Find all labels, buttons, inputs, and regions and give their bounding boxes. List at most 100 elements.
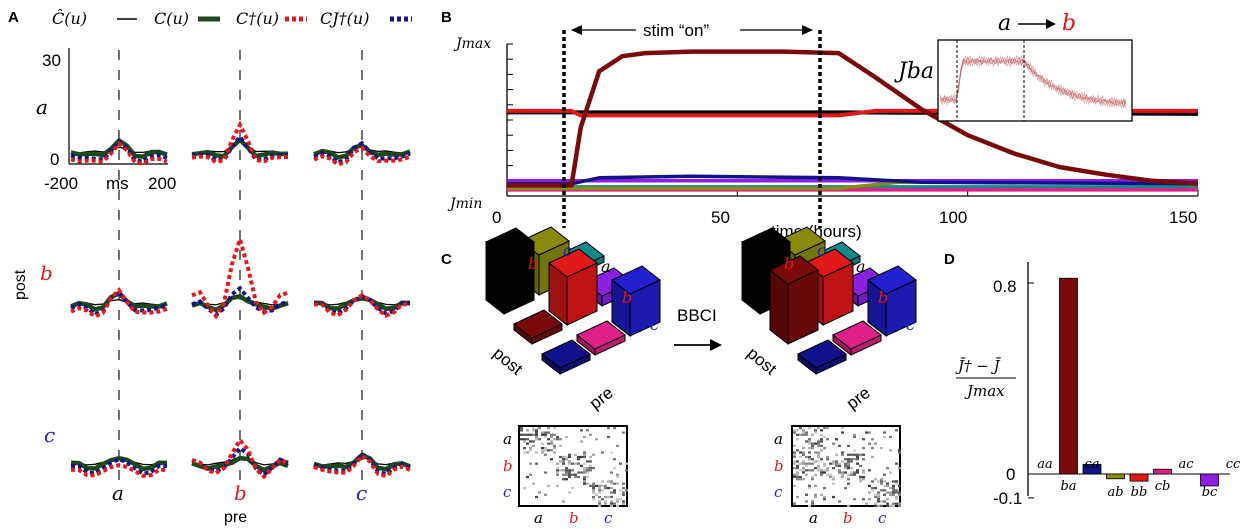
matrix-cell-27-28 bbox=[604, 487, 607, 490]
matrix-cell-10-10 bbox=[550, 449, 553, 452]
matrix-cell-16-4 bbox=[805, 462, 808, 465]
matrix-cell-23-18 bbox=[847, 478, 850, 481]
mat-right-row-a: a bbox=[774, 430, 783, 448]
matrix-cell-6-4 bbox=[532, 440, 535, 443]
matrix-cell-24-30 bbox=[610, 480, 613, 483]
matrix-cell-26-25 bbox=[868, 484, 871, 487]
bbci-arrowhead bbox=[710, 339, 722, 351]
matrix-cell-1-4 bbox=[532, 429, 535, 432]
matrix-cell-10-9 bbox=[820, 449, 823, 452]
matrix-cell-3-9 bbox=[820, 433, 823, 436]
row-label-b: b bbox=[40, 261, 53, 285]
matrix-cell-18-15 bbox=[565, 467, 568, 470]
matrix-cell-0-5 bbox=[808, 427, 811, 430]
matrix-cell-15-7 bbox=[814, 460, 817, 463]
matrix-cell-31-27 bbox=[874, 495, 877, 499]
mat-left-row-c: c bbox=[503, 483, 512, 501]
matrix-cell-3-10 bbox=[550, 433, 553, 436]
matrix-cell-15-19 bbox=[850, 460, 853, 463]
matrix-cell-20-10 bbox=[823, 471, 826, 474]
matrix-cell-20-21 bbox=[856, 471, 859, 474]
c-right-side-b: b bbox=[878, 288, 888, 307]
matrix-cell-20-3 bbox=[802, 471, 805, 474]
stim-arrowhead-left bbox=[571, 25, 582, 35]
matrix-cell-21-32 bbox=[616, 473, 619, 476]
matrix-cell-8-15 bbox=[838, 444, 841, 447]
matrix-cell-7-6 bbox=[811, 442, 814, 445]
matrix-cell-12-21 bbox=[583, 453, 586, 456]
matrix-cell-26-31 bbox=[886, 484, 889, 487]
matrix-cell-27-26 bbox=[598, 487, 601, 490]
panel-a-xtick-200: 200 bbox=[148, 174, 176, 193]
ccg-trace-green-r2-c0 bbox=[70, 455, 168, 472]
matrix-cell-26-30 bbox=[883, 484, 886, 487]
col-label-a: a bbox=[112, 481, 124, 505]
matrix-cell-20-19 bbox=[577, 471, 580, 474]
matrix-cell-15-8 bbox=[817, 460, 820, 463]
panel-d-ylabel-top: J̄† − J̄ bbox=[955, 357, 1001, 375]
matrix-cell-33-6 bbox=[811, 500, 814, 503]
matrix-cell-2-7 bbox=[541, 431, 544, 434]
matrix-cell-10-1 bbox=[796, 449, 799, 452]
matrix-cell-4-15 bbox=[565, 435, 568, 439]
matrix-cell-15-14 bbox=[562, 460, 565, 463]
c-right-post: post bbox=[743, 344, 780, 379]
matrix-cell-33-28 bbox=[877, 500, 880, 503]
matrix-cell-16-2 bbox=[799, 462, 802, 465]
matrix-cell-18-13 bbox=[832, 467, 835, 470]
matrix-cell-26-24 bbox=[592, 484, 595, 487]
mat-left-col-a: a bbox=[534, 509, 543, 527]
matrix-cell-26-12 bbox=[556, 484, 559, 487]
matrix-cell-25-31 bbox=[613, 482, 616, 485]
matrix-cell-31-24 bbox=[592, 495, 595, 499]
ccg-trace-red-r2-c2 bbox=[313, 453, 411, 479]
matrix-cell-32-34 bbox=[895, 498, 898, 501]
legend-label-c: C(u) bbox=[154, 9, 189, 28]
matrix-cell-7-27 bbox=[874, 442, 877, 445]
matrix-cell-16-16 bbox=[568, 462, 571, 465]
matrix-cell-30-28 bbox=[877, 493, 880, 496]
matrix-cell-26-33 bbox=[892, 484, 895, 487]
matrix-cell-14-19 bbox=[577, 458, 580, 461]
matrix-cell-19-15 bbox=[565, 469, 568, 472]
bar-bb bbox=[1129, 473, 1149, 482]
matrix-cell-0-11 bbox=[553, 427, 556, 430]
c-left-top-c: c bbox=[563, 241, 572, 260]
matrix-cell-12-16 bbox=[841, 453, 844, 456]
matrix-cell-14-11 bbox=[826, 458, 829, 461]
matrix-cell-12-0 bbox=[793, 453, 796, 456]
bar-label-cb: cb bbox=[1155, 479, 1171, 494]
panel-a-ytick-0: 0 bbox=[50, 150, 59, 169]
matrix-cell-20-15 bbox=[838, 471, 841, 474]
matrix-cell-24-30 bbox=[883, 480, 886, 483]
matrix-cell-2-0 bbox=[793, 431, 796, 434]
matrix-cell-24-22 bbox=[859, 480, 862, 483]
matrix-cell-18-24 bbox=[592, 467, 595, 470]
matrix-cell-29-30 bbox=[610, 491, 613, 494]
matrix-cell-15-3 bbox=[802, 460, 805, 463]
matrix-cell-19-16 bbox=[568, 469, 571, 472]
matrix-cell-31-1 bbox=[796, 495, 799, 499]
matrix-cell-10-7 bbox=[541, 449, 544, 452]
matrix-cell-11-0 bbox=[793, 451, 796, 454]
matrix-cell-5-1 bbox=[796, 438, 799, 441]
matrix-cell-28-30 bbox=[883, 489, 886, 492]
matrix-cell-33-29 bbox=[880, 500, 883, 503]
matrix-cell-25-29 bbox=[880, 482, 883, 485]
matrix-cell-22-19 bbox=[577, 475, 580, 479]
matrix-cell-14-31 bbox=[613, 458, 616, 461]
matrix-cell-4-21 bbox=[583, 435, 586, 439]
matrix-cell-34-35 bbox=[898, 502, 901, 505]
matrix-cell-9-23 bbox=[862, 447, 865, 450]
matrix-cell-12-16 bbox=[568, 453, 571, 456]
matrix-cell-14-6 bbox=[811, 458, 814, 461]
inset-traces bbox=[939, 54, 1127, 110]
matrix-cell-35-29 bbox=[880, 504, 883, 507]
matrix-cell-28-26 bbox=[598, 489, 601, 492]
matrix-cell-15-16 bbox=[568, 460, 571, 463]
matrix-cell-17-20 bbox=[580, 464, 583, 467]
matrix-cell-7-10 bbox=[550, 442, 553, 445]
panel-d-yticks bbox=[1028, 282, 1034, 499]
matrix-cell-28-27 bbox=[601, 489, 604, 492]
